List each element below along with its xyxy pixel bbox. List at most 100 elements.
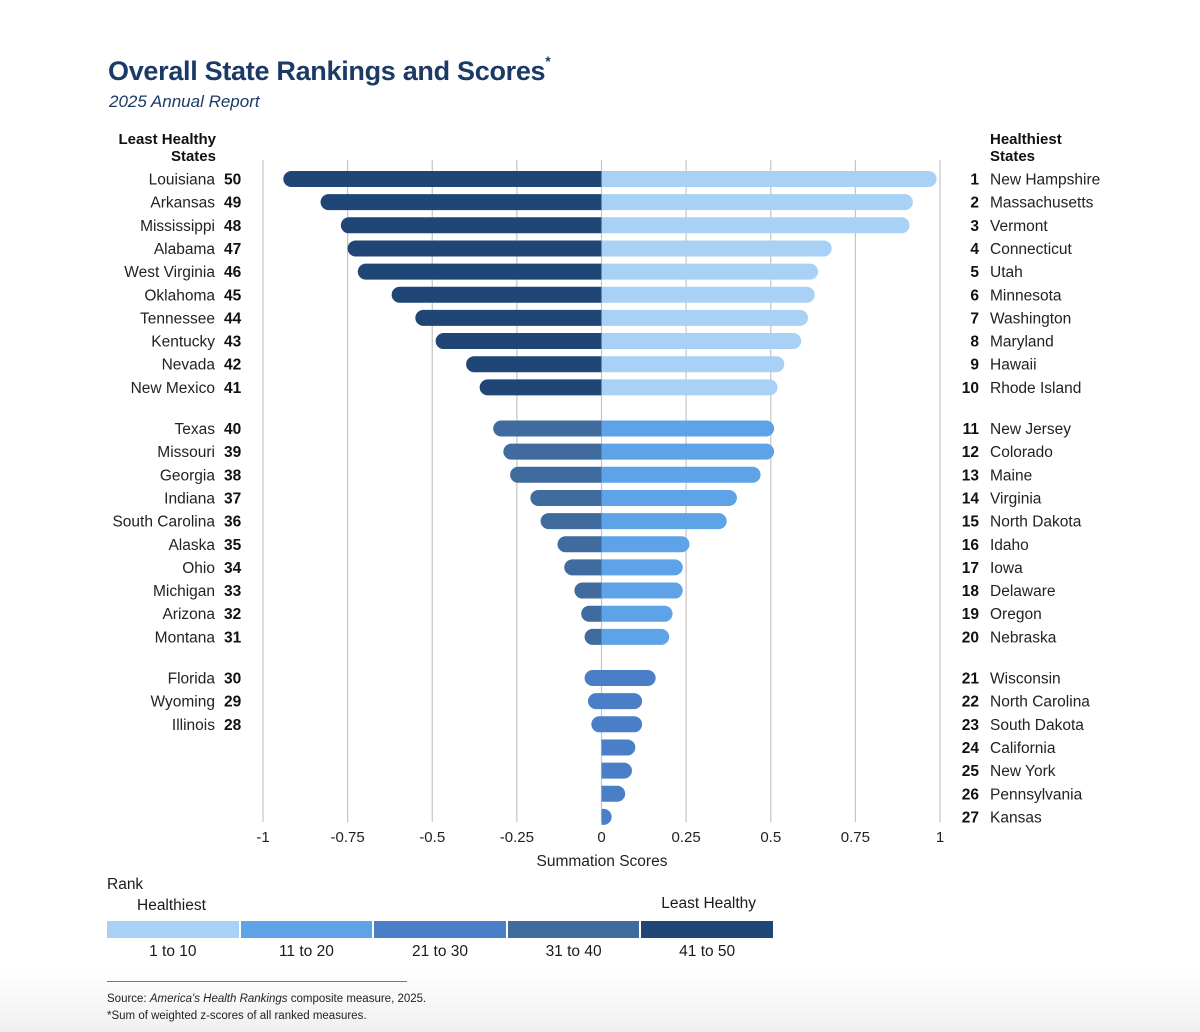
x-axis-label: Summation Scores bbox=[537, 853, 668, 870]
state-name: North Carolina bbox=[990, 694, 1090, 711]
quote-mark: ” bbox=[662, 0, 674, 15]
state-rank: 42 bbox=[224, 357, 241, 374]
bar-vermont bbox=[601, 217, 910, 234]
state-rank: 8 bbox=[970, 334, 979, 351]
state-name: New Jersey bbox=[990, 421, 1071, 438]
state-name: Kansas bbox=[990, 809, 1042, 826]
x-tick-label: 0.75 bbox=[841, 829, 870, 846]
state-rank: 21 bbox=[962, 671, 980, 688]
bar-new-york bbox=[601, 762, 632, 779]
bar-tennessee bbox=[415, 309, 602, 326]
state-rank: 41 bbox=[224, 380, 242, 397]
bar-washington bbox=[601, 309, 808, 326]
state-rank: 5 bbox=[970, 264, 979, 281]
page-background-fade bbox=[0, 972, 1200, 1032]
x-tick-label: 0.5 bbox=[760, 829, 781, 846]
bars bbox=[283, 171, 937, 825]
state-name: Oregon bbox=[990, 606, 1042, 623]
legend-title: Rank bbox=[107, 876, 144, 893]
least-healthy-heading: Least Healthy States bbox=[118, 131, 216, 165]
state-name: Arizona bbox=[162, 606, 215, 623]
state-rank: 15 bbox=[962, 514, 980, 531]
source-note: Source: America's Health Rankings compos… bbox=[107, 991, 426, 1008]
footer-notes: Source: America's Health Rankings compos… bbox=[107, 991, 426, 1025]
state-name: Florida bbox=[168, 671, 216, 688]
state-rank: 4 bbox=[970, 241, 979, 258]
state-name: New Hampshire bbox=[990, 172, 1100, 189]
source-suffix: composite measure, 2025. bbox=[287, 993, 427, 1005]
bar-maine bbox=[601, 466, 761, 483]
state-name: South Carolina bbox=[112, 514, 215, 531]
legend-bin-labels: 1 to 10 11 to 20 21 to 30 31 to 40 41 to 50 bbox=[107, 943, 773, 961]
legend-bin-label: 31 to 40 bbox=[545, 943, 602, 960]
state-rank: 7 bbox=[970, 310, 979, 327]
x-tick-label: -0.75 bbox=[331, 829, 365, 846]
bar-minnesota bbox=[601, 286, 815, 303]
state-rank: 10 bbox=[962, 380, 979, 397]
state-rank: 12 bbox=[962, 444, 979, 461]
legend-swatch bbox=[641, 921, 773, 938]
state-name: Pennsylvania bbox=[990, 786, 1083, 803]
legend-color-scale bbox=[107, 921, 773, 938]
bar-delaware bbox=[601, 582, 683, 599]
legend-bin-label: 11 to 20 bbox=[278, 943, 334, 960]
bar-north-carolina bbox=[601, 693, 643, 710]
bar-missouri bbox=[503, 443, 602, 460]
state-rank: 29 bbox=[224, 694, 242, 711]
state-name: New Mexico bbox=[131, 380, 215, 397]
bar-colorado bbox=[601, 443, 775, 460]
state-rank: 11 bbox=[963, 421, 980, 438]
state-rank: 2 bbox=[970, 195, 979, 212]
state-name: Michigan bbox=[153, 583, 215, 600]
state-rank: 20 bbox=[962, 629, 979, 646]
state-rank: 19 bbox=[962, 606, 980, 623]
state-name: New York bbox=[990, 763, 1056, 780]
state-name: Arkansas bbox=[150, 195, 215, 212]
state-name: Maryland bbox=[990, 334, 1054, 351]
state-name: Rhode Island bbox=[990, 380, 1081, 397]
state-name: Missouri bbox=[157, 444, 215, 461]
bar-indiana bbox=[530, 489, 602, 506]
bar-idaho bbox=[601, 536, 690, 553]
x-tick-label: 0.25 bbox=[672, 829, 701, 846]
legend-bin-label: 21 to 30 bbox=[411, 943, 468, 960]
bar-massachusetts bbox=[601, 194, 913, 211]
bar-arkansas bbox=[320, 194, 602, 211]
bar-wyoming bbox=[587, 693, 602, 710]
bar-virginia bbox=[601, 489, 737, 506]
legend-least-healthy-label: Least Healthy bbox=[661, 895, 756, 912]
bar-montana bbox=[584, 628, 602, 645]
state-name: Kentucky bbox=[151, 334, 215, 351]
bar-iowa bbox=[601, 559, 683, 576]
state-rank: 16 bbox=[962, 537, 980, 554]
state-rank: 28 bbox=[224, 717, 242, 734]
bar-kansas bbox=[601, 808, 612, 825]
state-name: Alabama bbox=[154, 241, 216, 258]
state-rank: 48 bbox=[224, 218, 242, 235]
bar-ohio bbox=[564, 559, 602, 576]
state-rank: 23 bbox=[962, 717, 980, 734]
legend-swatch bbox=[374, 921, 506, 938]
state-name: Mississippi bbox=[140, 218, 215, 235]
healthiest-heading-line2: States bbox=[990, 148, 1036, 165]
bar-hawaii bbox=[601, 356, 785, 373]
bar-oregon bbox=[601, 605, 673, 622]
healthiest-heading: Healthiest States bbox=[990, 131, 1062, 165]
x-axis-ticks: -1 -0.75 -0.5 -0.25 0 0.25 0.5 0.75 1 bbox=[256, 829, 944, 846]
state-rank: 39 bbox=[224, 444, 242, 461]
state-rank: 14 bbox=[962, 490, 980, 507]
bar-arizona bbox=[581, 605, 602, 622]
bar-north-dakota bbox=[601, 513, 727, 530]
state-rank: 38 bbox=[224, 467, 242, 484]
state-rank: 13 bbox=[962, 467, 980, 484]
title-footnote-mark: * bbox=[545, 53, 551, 69]
bar-alabama bbox=[347, 240, 602, 257]
bar-mississippi bbox=[340, 217, 602, 234]
state-name: California bbox=[990, 740, 1056, 757]
healthiest-heading-line1: Healthiest bbox=[990, 131, 1062, 148]
bar-nevada bbox=[466, 356, 602, 373]
state-rank: 24 bbox=[962, 740, 980, 757]
bar-wisconsin bbox=[601, 670, 656, 686]
